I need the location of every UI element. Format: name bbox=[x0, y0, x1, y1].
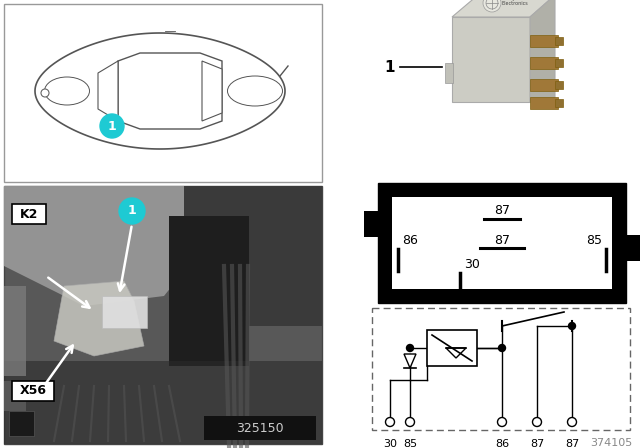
Circle shape bbox=[406, 418, 415, 426]
Text: 1: 1 bbox=[385, 60, 396, 74]
Circle shape bbox=[406, 345, 413, 352]
Text: K2: K2 bbox=[20, 207, 38, 220]
Bar bbox=[4, 381, 26, 411]
Bar bbox=[364, 211, 379, 237]
Bar bbox=[392, 197, 612, 289]
Text: 86: 86 bbox=[495, 439, 509, 448]
Text: 87: 87 bbox=[494, 204, 510, 217]
Text: 30: 30 bbox=[383, 439, 397, 448]
Bar bbox=[555, 37, 563, 45]
Bar bbox=[12, 381, 54, 401]
Text: X56: X56 bbox=[19, 384, 47, 397]
Text: 1: 1 bbox=[108, 120, 116, 133]
Bar bbox=[555, 81, 563, 89]
Circle shape bbox=[483, 0, 501, 12]
Bar bbox=[102, 296, 147, 328]
Polygon shape bbox=[530, 0, 555, 102]
Bar bbox=[372, 308, 630, 430]
Text: 87: 87 bbox=[530, 439, 544, 448]
Bar bbox=[4, 4, 322, 182]
Bar bbox=[530, 35, 558, 47]
Polygon shape bbox=[35, 33, 285, 149]
Bar bbox=[169, 216, 249, 366]
Polygon shape bbox=[446, 348, 466, 358]
Circle shape bbox=[568, 323, 575, 329]
Text: 87: 87 bbox=[565, 439, 579, 448]
Polygon shape bbox=[452, 0, 555, 17]
Text: 374105: 374105 bbox=[589, 438, 632, 448]
Bar bbox=[530, 97, 558, 109]
Circle shape bbox=[385, 418, 394, 426]
Circle shape bbox=[532, 418, 541, 426]
Bar bbox=[530, 79, 558, 91]
Bar bbox=[9, 411, 34, 436]
Polygon shape bbox=[202, 61, 222, 121]
Text: 85: 85 bbox=[586, 233, 602, 246]
Polygon shape bbox=[54, 281, 144, 356]
Bar bbox=[427, 330, 477, 366]
Bar bbox=[184, 186, 322, 326]
Bar bbox=[12, 204, 46, 224]
Bar bbox=[555, 59, 563, 67]
Text: 86: 86 bbox=[402, 233, 418, 246]
Polygon shape bbox=[404, 354, 416, 368]
Text: 85: 85 bbox=[403, 439, 417, 448]
Bar bbox=[555, 99, 563, 107]
Text: 87: 87 bbox=[494, 233, 510, 246]
Bar bbox=[4, 286, 26, 376]
Bar bbox=[625, 235, 640, 261]
Polygon shape bbox=[118, 53, 222, 129]
Polygon shape bbox=[98, 61, 118, 121]
Bar bbox=[4, 361, 322, 444]
Text: 30: 30 bbox=[464, 258, 480, 271]
Bar bbox=[378, 183, 626, 303]
Bar bbox=[204, 416, 316, 440]
Circle shape bbox=[499, 345, 506, 352]
Polygon shape bbox=[4, 186, 204, 306]
Bar bbox=[530, 57, 558, 69]
Bar bbox=[4, 186, 322, 444]
Text: 1: 1 bbox=[127, 204, 136, 217]
Circle shape bbox=[119, 198, 145, 224]
Circle shape bbox=[497, 418, 506, 426]
Bar bbox=[452, 17, 530, 102]
Bar bbox=[445, 63, 453, 83]
Text: 325150: 325150 bbox=[236, 422, 284, 435]
Circle shape bbox=[100, 114, 124, 138]
Circle shape bbox=[568, 418, 577, 426]
Text: Tyco
Electronics: Tyco Electronics bbox=[502, 0, 529, 6]
Circle shape bbox=[41, 89, 49, 97]
